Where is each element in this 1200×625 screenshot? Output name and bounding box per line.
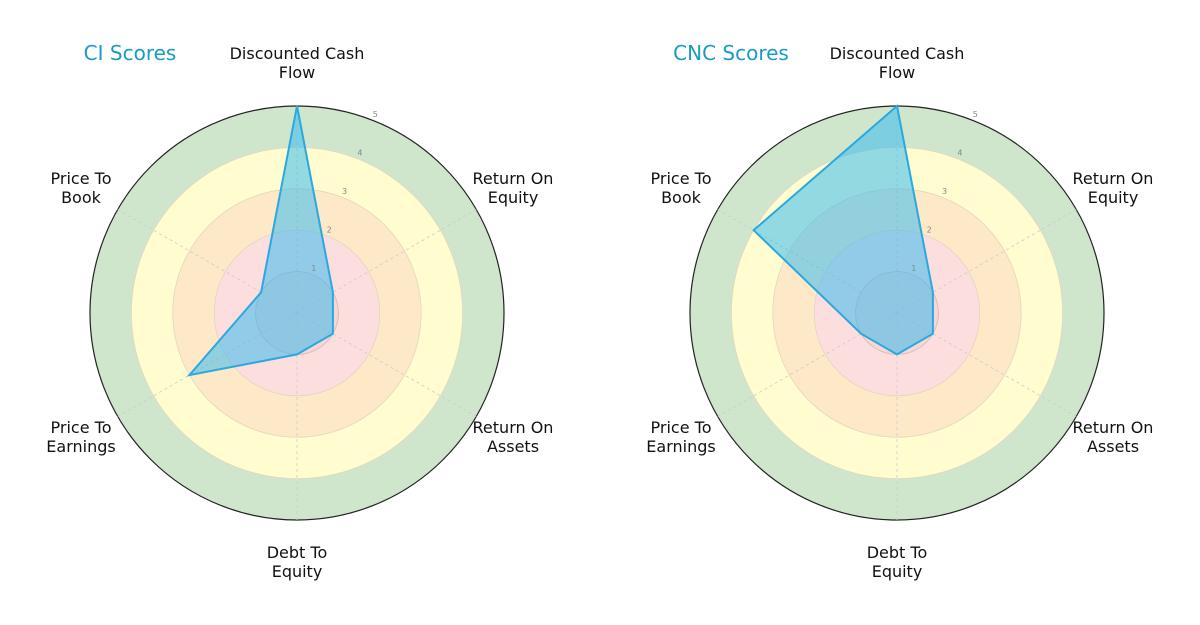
r-tick-label: 2 — [927, 225, 932, 234]
radar-chart-ci: 1 2 3 4 5 Discounted Cash Flow Return On Equity R… — [46, 41, 553, 581]
radar-chart-cnc: 1 2 3 4 5 Discounted Cash Flow Return On Equity R… — [646, 41, 1153, 581]
r-tick-label: 5 — [973, 110, 978, 119]
r-tick-label: 1 — [311, 264, 316, 273]
r-tick-label: 4 — [957, 148, 962, 157]
r-tick-label: 3 — [942, 187, 947, 196]
axis-label: Debt To Equity — [267, 543, 328, 581]
axis-spoke — [296, 209, 477, 314]
axis-label: Discounted Cash Flow — [230, 44, 365, 82]
axis-spoke — [717, 312, 898, 417]
r-tick-label: 4 — [357, 148, 362, 157]
axis-label: Return On Equity — [473, 169, 554, 207]
axis-label: Price To Earnings — [646, 418, 715, 456]
axis-label: Debt To Equity — [867, 543, 928, 581]
score-polygon — [752, 104, 934, 356]
axis-spoke — [896, 312, 1077, 417]
r-tick-label: 2 — [327, 225, 332, 234]
axis-spoke — [896, 209, 1077, 314]
chart-title: CI Scores — [84, 41, 177, 65]
axis-label: Price To Earnings — [46, 418, 115, 456]
axis-label: Return On Assets — [473, 418, 554, 456]
r-tick-label: 5 — [373, 110, 378, 119]
axis-label: Discounted Cash Flow — [830, 44, 965, 82]
axis-label: Price To Book — [51, 169, 112, 207]
axis-label: Return On Equity — [1073, 169, 1154, 207]
chart-title: CNC Scores — [673, 41, 789, 65]
r-tick-label: 3 — [342, 187, 347, 196]
axis-spoke — [296, 312, 477, 417]
axis-label: Return On Assets — [1073, 418, 1154, 456]
axis-spoke — [117, 209, 298, 314]
r-tick-label: 1 — [911, 264, 916, 273]
score-polygon — [186, 105, 334, 377]
axis-label: Price To Book — [651, 169, 712, 207]
